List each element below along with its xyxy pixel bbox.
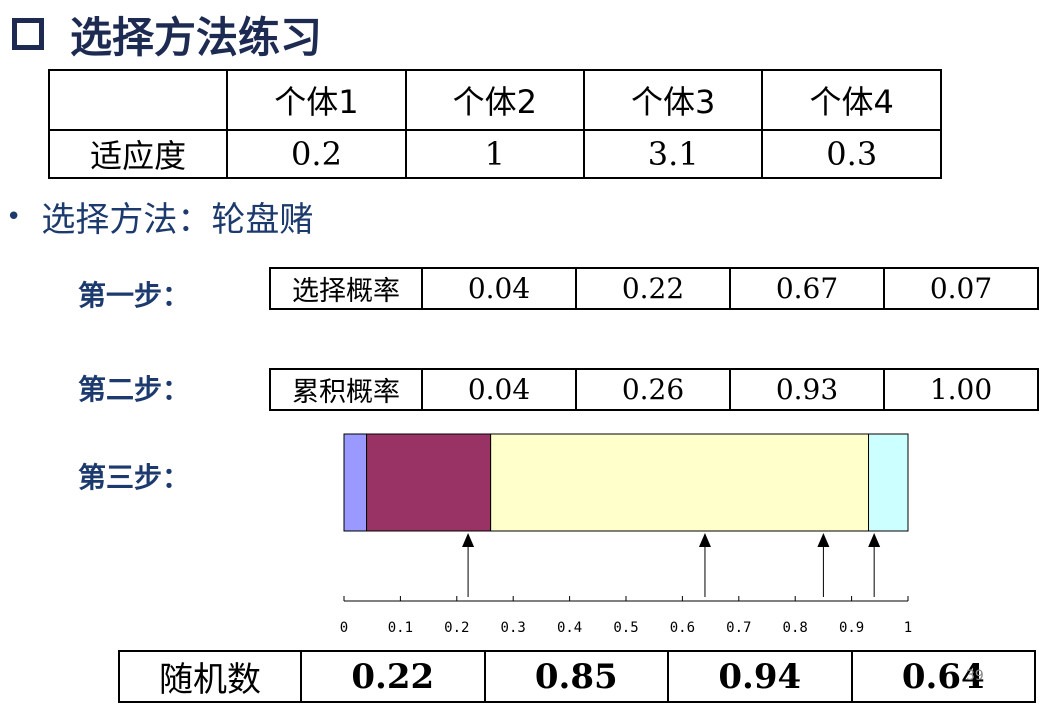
random-number-3: 0.94 — [667, 650, 853, 703]
fitness-row-label: 适应度 — [47, 129, 229, 179]
slide-title: 选择方法练习 — [12, 4, 322, 64]
axis-tick-label-0: 0 — [340, 620, 348, 636]
header-cell-individual-1: 个体1 — [226, 69, 407, 131]
fitness-value-1: 0.2 — [226, 129, 407, 179]
page-number: 39 — [966, 668, 984, 684]
axis-tick-label-1: 0.1 — [388, 620, 413, 636]
random-number-1: 0.22 — [300, 650, 486, 703]
axis-tick-label-5: 0.5 — [613, 620, 638, 636]
strip-segment-4 — [868, 433, 909, 532]
random-number-label: 随机数 — [118, 650, 302, 703]
fitness-value-2: 1 — [404, 129, 585, 179]
selection-probability-row: 选择概率 0.04 0.22 0.67 0.07 — [269, 267, 1039, 310]
strip-segment-3 — [490, 433, 870, 532]
cumulative-probability-label: 累积概率 — [269, 368, 423, 411]
fitness-value-4: 0.3 — [761, 129, 942, 179]
axis-tick-label-9: 0.9 — [839, 620, 864, 636]
cumulative-probability-table: 累积概率 0.04 0.26 0.93 1.00 — [269, 368, 1039, 411]
strip-segment-1 — [343, 433, 368, 532]
header-cell-empty — [47, 69, 229, 131]
random-number-2: 0.85 — [483, 650, 669, 703]
axis-tick-label-10: 1 — [904, 620, 912, 636]
selection-probability-1: 0.04 — [421, 267, 577, 310]
selection-probability-table: 选择概率 0.04 0.22 0.67 0.07 — [269, 267, 1039, 310]
cumulative-probability-row: 累积概率 0.04 0.26 0.93 1.00 — [269, 368, 1039, 411]
header-cell-individual-2: 个体2 — [404, 69, 585, 131]
selection-probability-label: 选择概率 — [269, 267, 423, 310]
axis-tick-label-4: 0.4 — [557, 620, 582, 636]
bullet-dot-icon: • — [6, 201, 22, 232]
fitness-value-row: 适应度 0.2 1 3.1 0.3 — [47, 129, 942, 179]
square-bullet-icon — [12, 18, 44, 50]
axis-tick-label-6: 0.6 — [670, 620, 695, 636]
selection-probability-3: 0.67 — [729, 267, 885, 310]
method-text: 选择方法：轮盘赌 — [41, 200, 314, 240]
step2-label: 第二步： — [78, 373, 191, 406]
selection-probability-2: 0.22 — [575, 267, 731, 310]
selection-probability-4: 0.07 — [883, 267, 1039, 310]
pointer-arrow-head-1 — [462, 533, 475, 547]
fitness-header-row: 个体1 个体2 个体3 个体4 — [47, 69, 942, 131]
step1-label: 第一步： — [78, 279, 191, 312]
cumulative-probability-3: 0.93 — [729, 368, 885, 411]
axis-tick-label-2: 0.2 — [444, 620, 469, 636]
fitness-table: 个体1 个体2 个体3 个体4 适应度 0.2 1 3.1 0.3 — [47, 69, 942, 179]
fitness-value-3: 3.1 — [582, 129, 764, 179]
axis-tick-label-3: 0.3 — [501, 620, 526, 636]
strip-segment-2 — [366, 433, 492, 532]
cumulative-probability-1: 0.04 — [421, 368, 577, 411]
random-number-table: 随机数 0.22 0.85 0.94 0.64 — [118, 650, 1036, 703]
axis-tick-label-7: 0.7 — [726, 620, 751, 636]
header-cell-individual-4: 个体4 — [761, 69, 942, 131]
pointer-arrow-head-4 — [868, 533, 881, 547]
method-bullet: • 选择方法：轮盘赌 — [6, 192, 313, 241]
cumulative-probability-2: 0.26 — [575, 368, 731, 411]
random-number-row: 随机数 0.22 0.85 0.94 0.64 — [118, 650, 1036, 703]
title-text: 选择方法练习 — [70, 12, 323, 62]
pointer-arrow-head-2 — [698, 533, 711, 547]
pointer-arrow-head-3 — [817, 533, 830, 547]
header-cell-individual-3: 个体3 — [582, 69, 764, 131]
cumulative-probability-4: 1.00 — [883, 368, 1039, 411]
axis-tick-label-8: 0.8 — [783, 620, 808, 636]
step3-label: 第三步： — [78, 461, 191, 494]
random-number-4: 0.64 — [850, 650, 1036, 703]
